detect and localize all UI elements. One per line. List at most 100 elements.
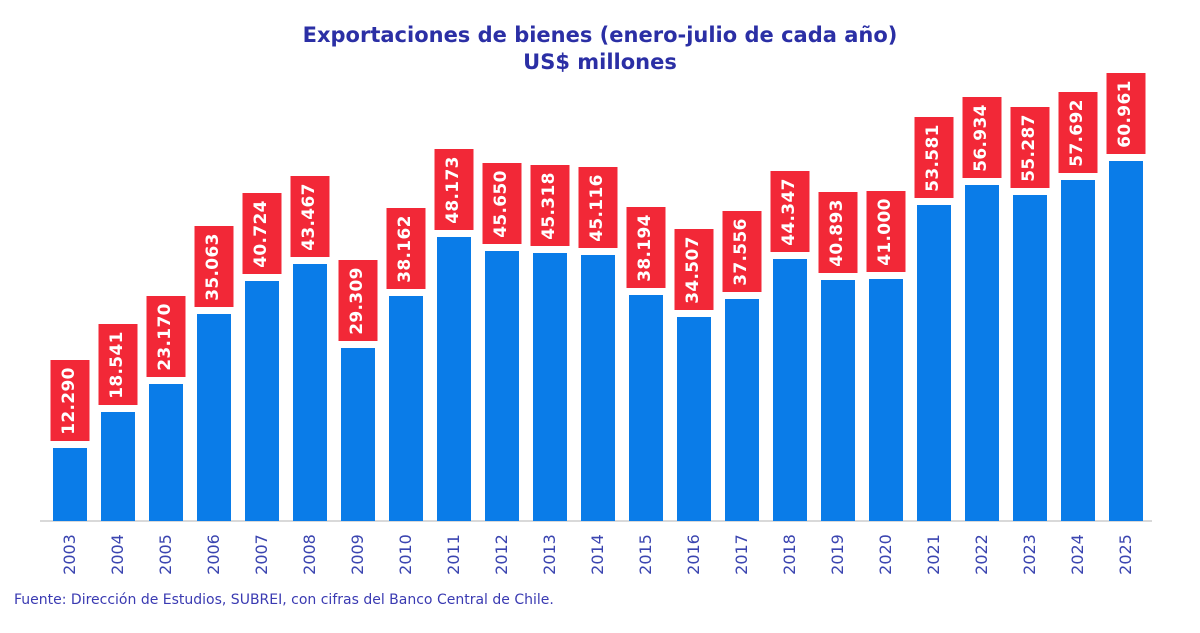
bar-value-text: 35.063 <box>203 232 224 301</box>
bar-column: 35.063 2006 <box>190 0 237 582</box>
bar-value-label: 45.116 <box>578 167 617 248</box>
year-text: 2023 <box>1020 533 1039 575</box>
x-axis-tick-label: 2012 <box>478 526 525 582</box>
bar-value-label: 45.318 <box>530 165 569 246</box>
x-axis-tick-label: 2017 <box>718 526 765 582</box>
year-text: 2003 <box>60 533 79 575</box>
bar-column: 43.467 2008 <box>286 0 333 582</box>
x-axis-tick-label: 2010 <box>382 526 429 582</box>
bar-value-text: 55.287 <box>1019 113 1040 182</box>
bar <box>772 259 807 521</box>
bar-column: 44.347 2018 <box>766 0 813 582</box>
x-axis-tick-label: 2025 <box>1102 526 1149 582</box>
bar-value-label: 34.507 <box>674 229 713 310</box>
bar-value-text: 18.541 <box>107 330 128 399</box>
year-text: 2014 <box>588 533 607 575</box>
bar-value-label: 53.581 <box>914 117 953 198</box>
x-axis-tick-label: 2003 <box>46 526 93 582</box>
bar-column: 34.507 2016 <box>670 0 717 582</box>
x-axis-tick-label: 2014 <box>574 526 621 582</box>
bar <box>868 279 903 521</box>
bar-column: 23.170 2005 <box>142 0 189 582</box>
bar <box>964 185 999 521</box>
bar-value-text: 44.347 <box>779 177 800 246</box>
bar <box>484 251 519 521</box>
bar-column: 40.893 2019 <box>814 0 861 582</box>
bar-column: 41.000 2020 <box>862 0 909 582</box>
chart-title-line2: US$ millones <box>523 50 677 74</box>
bar-value-label: 18.541 <box>98 324 137 405</box>
x-axis-line <box>40 520 1152 522</box>
year-text: 2016 <box>684 533 703 575</box>
bar <box>820 280 855 521</box>
bar-value-text: 57.692 <box>1067 98 1088 167</box>
x-axis-tick-label: 2008 <box>286 526 333 582</box>
bar-column: 45.116 2014 <box>574 0 621 582</box>
bar <box>244 281 279 521</box>
bar-value-text: 40.724 <box>251 199 272 268</box>
bar <box>676 317 711 521</box>
bar-column: 60.961 2025 <box>1102 0 1149 582</box>
bar-value-text: 43.467 <box>299 182 320 251</box>
year-text: 2020 <box>876 533 895 575</box>
bar-column: 57.692 2024 <box>1054 0 1101 582</box>
x-axis-tick-label: 2009 <box>334 526 381 582</box>
bar <box>628 295 663 521</box>
x-axis-tick-label: 2013 <box>526 526 573 582</box>
bar <box>340 348 375 521</box>
x-axis-tick-label: 2007 <box>238 526 285 582</box>
bar-column: 55.287 2023 <box>1006 0 1053 582</box>
bar-value-label: 48.173 <box>434 149 473 230</box>
year-text: 2008 <box>300 533 319 575</box>
year-text: 2013 <box>540 533 559 575</box>
bar-value-label: 40.893 <box>818 192 857 273</box>
year-text: 2006 <box>204 533 223 575</box>
bar <box>580 255 615 521</box>
x-axis-tick-label: 2020 <box>862 526 909 582</box>
bar <box>388 296 423 521</box>
bar <box>916 205 951 521</box>
x-axis-tick-label: 2024 <box>1054 526 1101 582</box>
year-text: 2017 <box>732 533 751 575</box>
year-text: 2010 <box>396 533 415 575</box>
bar <box>196 314 231 521</box>
bar-value-label: 40.724 <box>242 193 281 274</box>
x-axis-tick-label: 2016 <box>670 526 717 582</box>
year-text: 2009 <box>348 533 367 575</box>
year-text: 2005 <box>156 533 175 575</box>
year-text: 2011 <box>444 533 463 575</box>
bar-value-text: 41.000 <box>875 197 896 266</box>
bar-value-label: 57.692 <box>1058 92 1097 173</box>
bar-value-label: 29.309 <box>338 260 377 341</box>
bar-column: 38.162 2010 <box>382 0 429 582</box>
bar <box>1012 195 1047 521</box>
bar-value-label: 23.170 <box>146 296 185 377</box>
chart-title-line1: Exportaciones de bienes (enero-julio de … <box>302 23 898 47</box>
bar-value-text: 29.309 <box>347 266 368 335</box>
year-text: 2022 <box>972 533 991 575</box>
x-axis-tick-label: 2006 <box>190 526 237 582</box>
bar <box>292 264 327 521</box>
bar-column: 29.309 2009 <box>334 0 381 582</box>
bar-value-label: 37.556 <box>722 211 761 292</box>
bar-value-text: 34.507 <box>683 235 704 304</box>
bar-column: 12.290 2003 <box>46 0 93 582</box>
year-text: 2021 <box>924 533 943 575</box>
year-text: 2015 <box>636 533 655 575</box>
year-text: 2025 <box>1116 533 1135 575</box>
year-text: 2024 <box>1068 533 1087 575</box>
year-text: 2019 <box>828 533 847 575</box>
bar <box>148 384 183 521</box>
x-axis-tick-label: 2011 <box>430 526 477 582</box>
bar-column: 40.724 2007 <box>238 0 285 582</box>
bar-value-text: 38.194 <box>635 213 656 282</box>
bar-value-label: 38.194 <box>626 207 665 288</box>
year-text: 2012 <box>492 533 511 575</box>
bar-value-label: 41.000 <box>866 191 905 272</box>
bar <box>100 412 135 521</box>
chart-title: Exportaciones de bienes (enero-julio de … <box>0 22 1200 76</box>
x-axis-tick-label: 2021 <box>910 526 957 582</box>
bar-column: 48.173 2011 <box>430 0 477 582</box>
bar-value-text: 60.961 <box>1115 79 1136 148</box>
